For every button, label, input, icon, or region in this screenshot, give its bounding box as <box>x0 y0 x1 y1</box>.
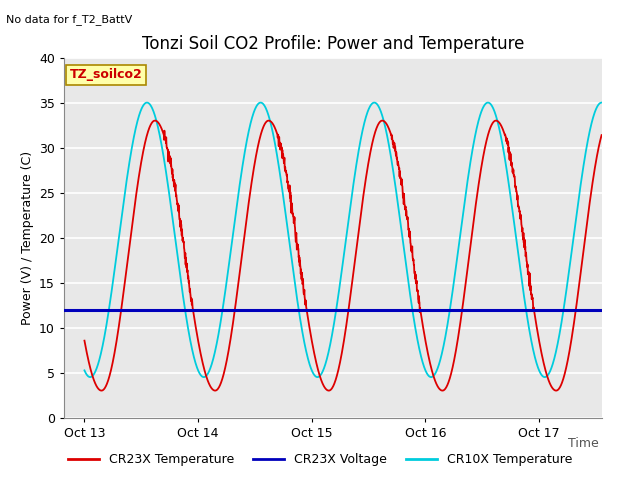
Y-axis label: Power (V) / Temperature (C): Power (V) / Temperature (C) <box>20 151 33 324</box>
Text: TZ_soilco2: TZ_soilco2 <box>69 68 142 82</box>
Text: No data for f_T2_BattV: No data for f_T2_BattV <box>6 14 132 25</box>
Legend: CR23X Temperature, CR23X Voltage, CR10X Temperature: CR23X Temperature, CR23X Voltage, CR10X … <box>63 448 577 471</box>
Title: Tonzi Soil CO2 Profile: Power and Temperature: Tonzi Soil CO2 Profile: Power and Temper… <box>141 35 524 53</box>
Text: Time: Time <box>568 437 598 450</box>
